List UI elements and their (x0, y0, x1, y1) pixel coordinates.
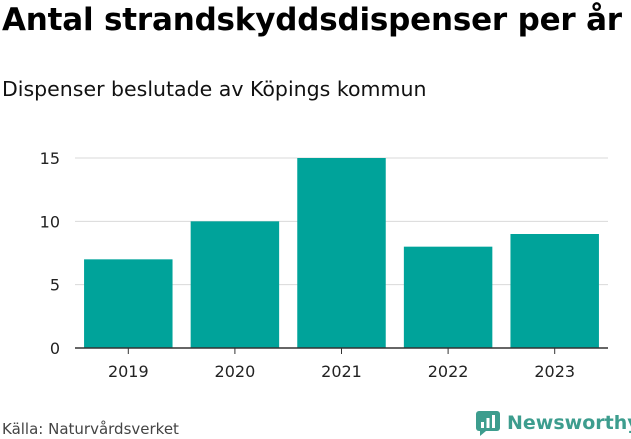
x-tick-label: 2019 (108, 362, 149, 381)
chart-title: Antal strandskyddsdispenser per år (2, 2, 622, 38)
y-tick-label: 0 (50, 339, 60, 358)
bar-chart: 0 5 10 15 2019 2020 2021 2022 2023 (40, 149, 608, 381)
y-tick-label: 10 (40, 212, 60, 231)
chart-subtitle: Dispenser beslutade av Köpings kommun (2, 77, 427, 101)
x-tick-label: 2023 (534, 362, 575, 381)
bar-2022 (403, 246, 493, 348)
y-tick-label: 5 (50, 276, 60, 295)
bar-2020 (190, 221, 280, 348)
bar-2021 (297, 158, 386, 348)
x-tick-label: 2021 (321, 362, 362, 381)
x-tick-label: 2020 (215, 362, 256, 381)
x-tick-label: 2022 (428, 362, 469, 381)
bar-2023 (510, 234, 599, 348)
newsworthy-logo: Newsworthy (475, 409, 631, 437)
y-tick-label: 15 (40, 149, 60, 168)
source-note: Källa: Naturvårdsverket (2, 420, 179, 438)
bar-2019 (84, 259, 173, 348)
newsworthy-logo-icon (476, 411, 500, 436)
newsworthy-logo-text: Newsworthy (507, 412, 631, 434)
